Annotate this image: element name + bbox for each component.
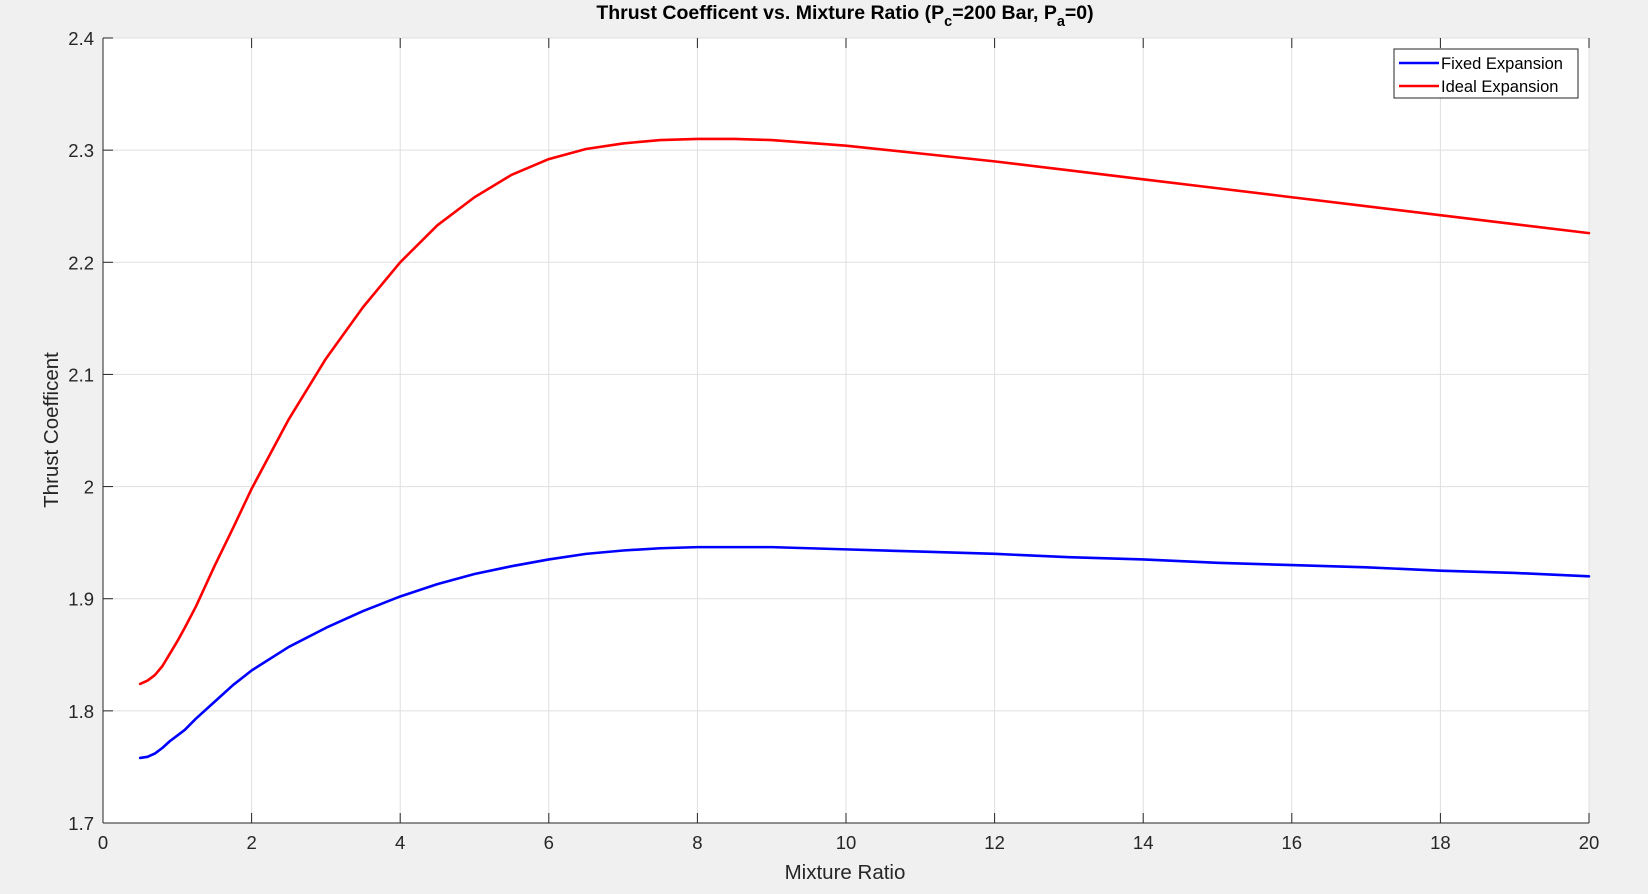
x-tick-label: 20	[1579, 832, 1600, 853]
series-line-fixed-expansion	[138, 545, 1591, 760]
axes-frame	[102, 37, 1590, 824]
legend: Fixed Expansion Ideal Expansion	[1393, 48, 1579, 99]
legend-entry-fixed-expansion: Fixed Expansion	[1441, 55, 1563, 73]
x-tick-label: 2	[246, 832, 256, 853]
y-tick-label: 1.8	[68, 701, 94, 722]
x-tick-label: 14	[1133, 832, 1154, 853]
x-tick-label: 6	[544, 832, 554, 853]
legend-entry-ideal-expansion: Ideal Expansion	[1441, 78, 1558, 96]
x-axis-label: Mixture Ratio	[785, 861, 906, 884]
series-line-ideal-expansion	[138, 137, 1591, 686]
y-tick-label: 2.3	[68, 140, 94, 161]
chart-title: Thrust Coefficent vs. Mixture Ratio (Pc=…	[596, 2, 1093, 30]
grid-lines	[102, 37, 1590, 824]
y-axis-label: Thrust Coefficent	[40, 352, 63, 508]
x-tick-label: 10	[836, 832, 857, 853]
x-tick-label: 18	[1430, 832, 1451, 853]
x-tick-label: 12	[984, 832, 1005, 853]
x-tick-label: 0	[98, 832, 108, 853]
y-tick-label: 1.9	[68, 589, 94, 610]
y-tick-label: 2.4	[68, 28, 94, 49]
x-tick-label: 16	[1282, 832, 1303, 853]
legend-box	[1393, 48, 1579, 99]
y-tick-label: 2	[84, 477, 94, 498]
x-tick-label: 4	[395, 832, 405, 853]
plot-lines	[138, 137, 1591, 760]
tick-labels: 0 2 4 6 8 10 12 14 16 18 20 1.7 1.8 1.9 2 2.1 2.2 2.3 2.4	[68, 28, 1599, 853]
y-tick-label: 2.2	[68, 252, 94, 273]
y-tick-label: 2.1	[68, 364, 94, 385]
y-tick-label: 1.7	[68, 813, 94, 834]
x-tick-label: 8	[692, 832, 702, 853]
